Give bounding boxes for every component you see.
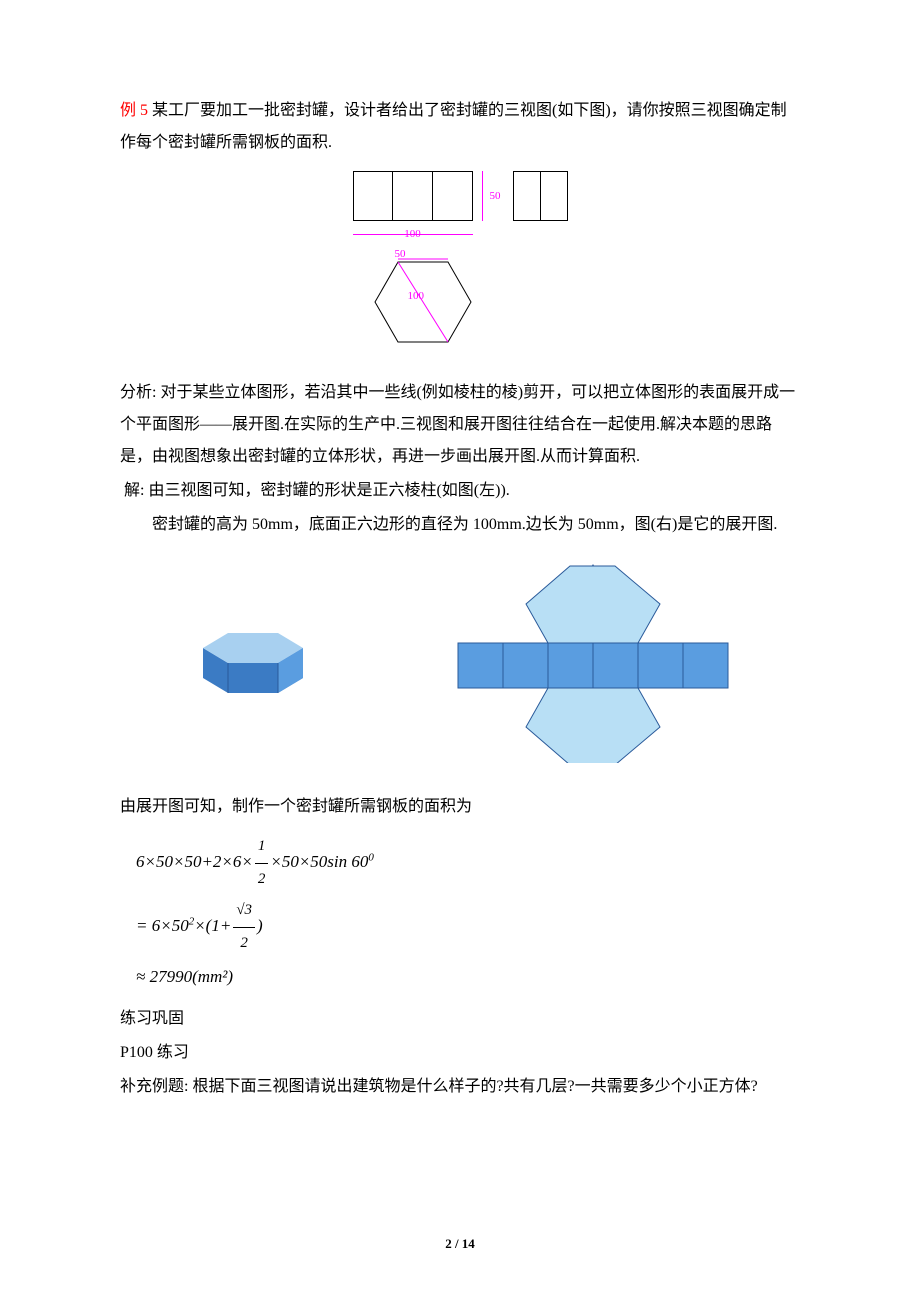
f1s: 0 [368, 851, 374, 863]
practice-heading: 练习巩固 [120, 1003, 800, 1035]
solution-line1: 解: 由三视图可知，密封罐的形状是正六棱柱(如图(左)). [120, 475, 800, 507]
example-label: 例 5 [120, 102, 148, 119]
example-problem: 例 5 某工厂要加工一批密封罐，设计者给出了密封罐的三视图(如下图)，请你按照三… [120, 95, 800, 159]
dim-height-50: 50 [490, 171, 501, 221]
formula-line3: ≈ 27990(mm²) [136, 959, 800, 995]
top-view: 50 100 [373, 257, 568, 359]
dim-diag-100: 100 [408, 285, 425, 307]
formula-line2: = 6×502×(1+√32) [136, 895, 800, 959]
net-text: 由展开图可知，制作一个密封罐所需钢板的面积为 [120, 791, 800, 823]
supplement-heading: 补充例题: [120, 1078, 188, 1095]
front-view: 50 100 [353, 171, 473, 245]
f2c: ) [257, 916, 263, 935]
supplement-text: 根据下面三视图请说出建筑物是什么样子的?共有几层?一共需要多少个小正方体? [188, 1078, 757, 1095]
supplement: 补充例题: 根据下面三视图请说出建筑物是什么样子的?共有几层?一共需要多少个小正… [120, 1071, 800, 1103]
formula-line1: 6×50×50+2×6×12×50×50sin 600 [136, 831, 800, 895]
f1d: 2 [255, 864, 269, 896]
dim-width-100: 100 [353, 223, 473, 245]
f2n: √3 [233, 895, 255, 928]
f2d: 2 [233, 928, 255, 960]
f1a: 6×50×50+2×6× [136, 852, 253, 871]
analysis-para: 分析: 对于某些立体图形，若沿其中一些线(例如棱柱的棱)剪开，可以把立体图形的表… [120, 377, 800, 473]
practice-ref: P100 练习 [120, 1037, 800, 1069]
hex-prism-net [448, 563, 738, 763]
dim-side-50: 50 [395, 243, 406, 265]
example-problem-text: 某工厂要加工一批密封罐，设计者给出了密封罐的三视图(如下图)，请你按照三视图确定… [120, 102, 787, 151]
page-footer: 2 / 14 [0, 1236, 920, 1252]
f1b: ×50×50sin 60 [270, 852, 368, 871]
f1n: 1 [255, 831, 269, 864]
side-view [513, 171, 568, 221]
hex-prism-3d [183, 603, 323, 723]
document-content: 例 5 某工厂要加工一批密封罐，设计者给出了密封罐的三视图(如下图)，请你按照三… [120, 95, 800, 1103]
analysis-text: 对于某些立体图形，若沿其中一些线(例如棱柱的棱)剪开，可以把立体图形的表面展开成… [120, 384, 795, 465]
3d-figures [120, 563, 800, 763]
solution-line2: 密封罐的高为 50mm，底面正六边形的直径为 100mm.边长为 50mm，图(… [120, 509, 800, 541]
f2a: = 6×50 [136, 916, 189, 935]
f2b: ×(1+ [194, 916, 231, 935]
formula-block: 6×50×50+2×6×12×50×50sin 600 = 6×502×(1+√… [136, 831, 800, 995]
three-view-figure: 50 100 50 100 [120, 171, 800, 359]
analysis-heading: 分析: [120, 384, 156, 401]
solution-heading: 解: [124, 482, 144, 499]
solution-text1: 由三视图可知，密封罐的形状是正六棱柱(如图(左)). [144, 482, 509, 499]
